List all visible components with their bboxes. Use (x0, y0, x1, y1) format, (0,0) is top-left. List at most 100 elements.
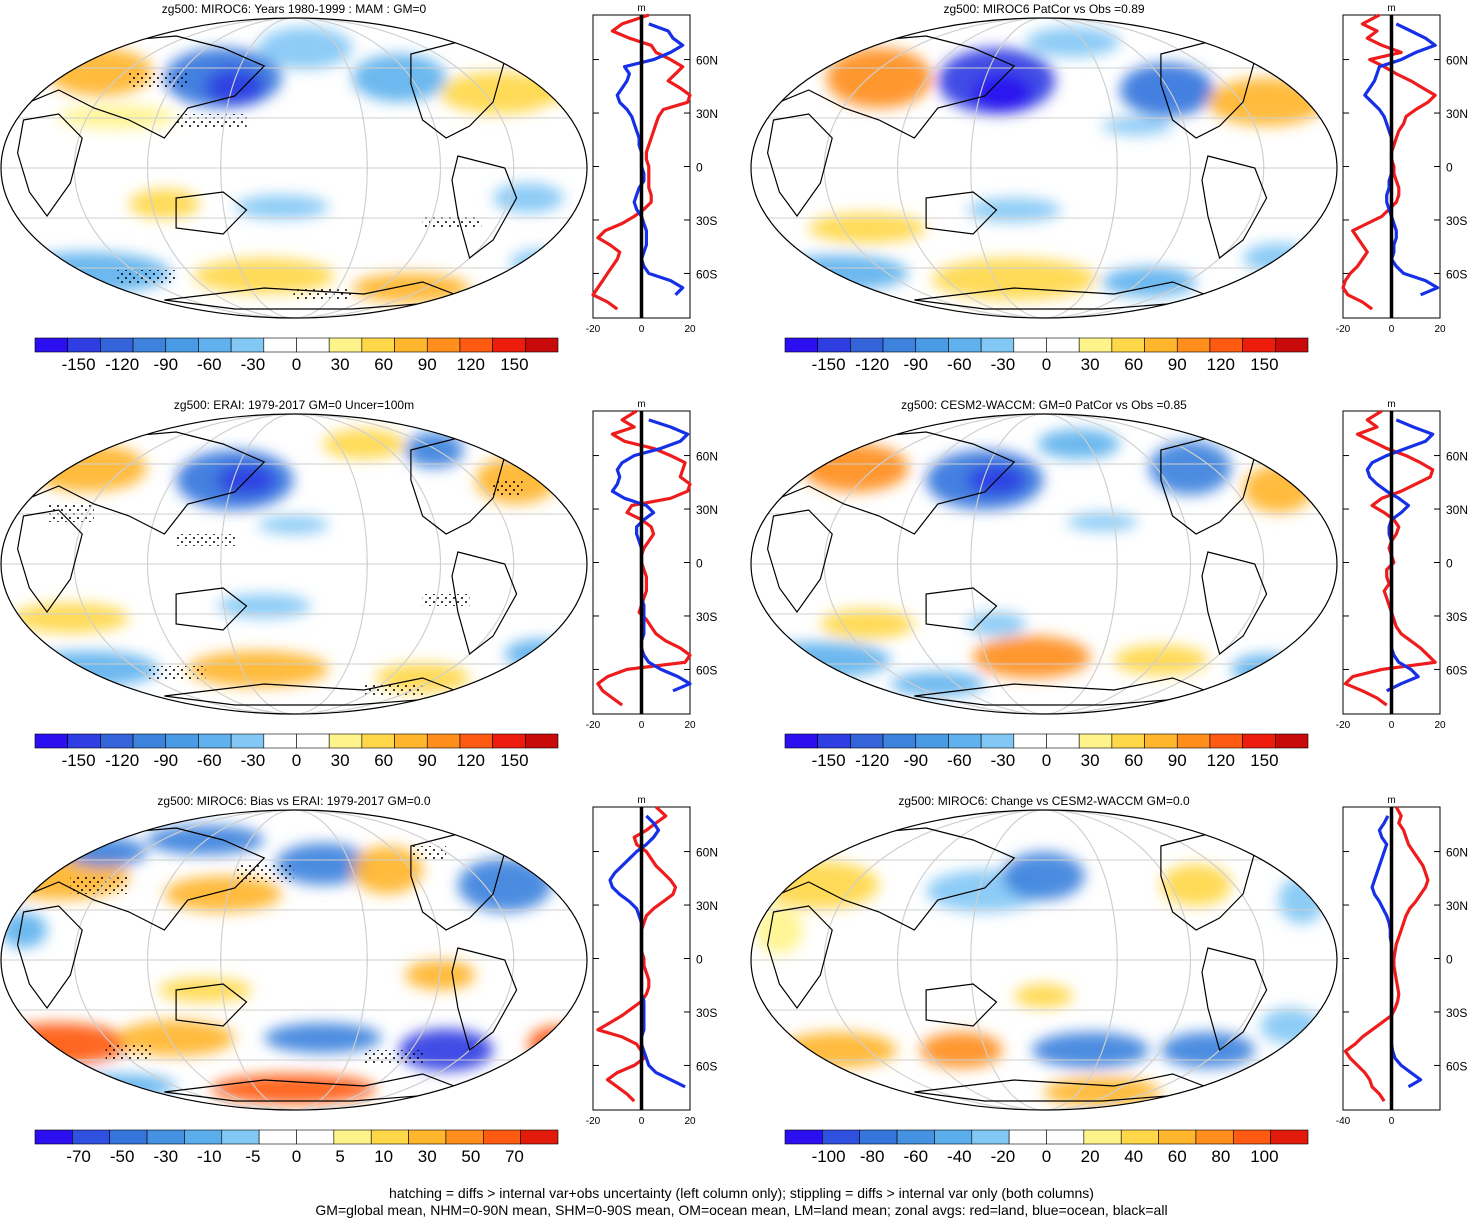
colorbar-swatch (1144, 337, 1178, 353)
colorbar-label: 30 (418, 1147, 437, 1166)
anomaly-blob (440, 72, 558, 114)
profile-lat-label: 0 (696, 557, 703, 571)
colorbar-label: 120 (457, 355, 485, 374)
colorbar-swatch (408, 1129, 447, 1145)
colorbar: -70 -50 -30 -10 -5 0 5 10 30 50 70 (34, 1129, 559, 1166)
anomaly-blob (1002, 852, 1085, 900)
map-border (0, 413, 588, 715)
ocean-mean-line (615, 22, 685, 296)
colorbar-label: -30 (991, 751, 1016, 770)
colorbar-label: -90 (903, 751, 928, 770)
colorbar-swatch (394, 337, 428, 353)
zonal-profile: m 60N 30N 0 30S 60S -20 0 20 (586, 399, 718, 731)
colorbar-swatch (915, 337, 949, 353)
profile-lat-label: 60S (696, 663, 717, 677)
colorbar-label: -150 (812, 355, 846, 374)
colorbar-label: -120 (855, 751, 889, 770)
colorbar-swatch (198, 733, 232, 749)
anomaly-blob (129, 189, 200, 219)
coastline (175, 587, 248, 631)
colorbar-label: -20 (991, 1147, 1016, 1166)
colorbar-swatch (100, 337, 134, 353)
stippling-region (70, 876, 130, 894)
anomaly-blob (187, 651, 329, 687)
colorbar-swatch (230, 733, 265, 749)
colorbar-swatch (784, 733, 818, 749)
anomaly-blob (11, 603, 130, 633)
zonal-profile: m 60N 30N 0 30S 60S -20 0 20 (1336, 399, 1468, 731)
profile-x-label: 0 (1389, 324, 1395, 335)
colorbar-label: -60 (197, 355, 222, 374)
profile-x-label: 20 (684, 720, 696, 731)
footer-hatching-note: hatching = diffs > internal var+obs unce… (389, 1185, 1094, 1201)
colorbar-label: -30 (991, 355, 1016, 374)
stippling-region (528, 1050, 558, 1065)
profile-x-label: -40 (1336, 1116, 1351, 1127)
zonal-profile: m 60N 30N 0 30S 60S -20 0 20 (1336, 3, 1468, 335)
colorbar-label: -120 (105, 751, 139, 770)
colorbar-label: 60 (374, 355, 393, 374)
colorbar-swatch (109, 1129, 148, 1145)
colorbar-label: -50 (110, 1147, 135, 1166)
profile-x-label: 20 (1434, 324, 1446, 335)
colorbar-label: -5 (245, 1147, 260, 1166)
colorbar-swatch (1083, 1129, 1122, 1145)
anomaly-blob (751, 432, 803, 468)
colorbar-label: 60 (1168, 1147, 1187, 1166)
profile-lat-label: 60N (1446, 846, 1468, 860)
coastline (1201, 947, 1268, 1052)
colorbar-label: 0 (292, 751, 301, 770)
anomaly-blob (258, 27, 353, 69)
colorbar-swatch (1111, 733, 1145, 749)
coastline (175, 191, 248, 235)
profile-lat-label: 30N (696, 899, 718, 913)
coastline (22, 431, 266, 535)
stippling-region (146, 666, 206, 681)
colorbar-swatch (1242, 733, 1276, 749)
profile-units: m (637, 399, 645, 410)
colorbar-label: -60 (197, 751, 222, 770)
profile-lat-label: 60S (696, 1059, 717, 1073)
colorbar-swatch (525, 337, 559, 353)
coastline (772, 827, 1016, 931)
colorbar-swatch (1008, 1129, 1047, 1145)
colorbar-label: 150 (500, 751, 528, 770)
anomaly-blob (1160, 864, 1232, 906)
colorbar-label: 10 (374, 1147, 393, 1166)
panel-title: zg500: MIROC6 PatCor vs Obs =0.89 (943, 2, 1144, 16)
stippling-region (176, 534, 235, 546)
colorbar-swatch (1242, 337, 1276, 353)
colorbar-swatch (459, 733, 493, 749)
colorbar-swatch (882, 733, 917, 749)
coastline (22, 35, 266, 139)
map-contents (751, 810, 1337, 1110)
colorbar-swatch (817, 337, 851, 353)
colorbar-label: -120 (105, 355, 139, 374)
coastline (451, 947, 518, 1052)
anomaly-blob (352, 54, 447, 102)
ocean-mean-line (1363, 22, 1440, 297)
colorbar-swatch (850, 337, 884, 353)
profile-lat-label: 30S (696, 1006, 717, 1020)
coastline (1201, 551, 1268, 656)
anomaly-blob (1, 432, 59, 468)
anomaly-blob (779, 1032, 897, 1068)
anomaly-blob (1243, 465, 1314, 513)
colorbar-swatch (132, 733, 167, 749)
colorbar-swatch (1275, 337, 1309, 353)
profile-x-label: -20 (1336, 324, 1351, 335)
anomaly-blob (405, 432, 464, 468)
colorbar-swatch (333, 1129, 372, 1145)
colorbar-swatch (915, 733, 949, 749)
colorbar-swatch (1209, 337, 1243, 353)
anomaly-field (755, 852, 1326, 1107)
profile-lat-label: 30S (1446, 1006, 1467, 1020)
coastline (914, 281, 1220, 310)
colorbar-label: 100 (1250, 1147, 1278, 1166)
profile-lat-label: 60N (696, 450, 718, 464)
colorbar-label: 60 (374, 751, 393, 770)
colorbar-label: -60 (947, 751, 972, 770)
colorbar-swatch (72, 1129, 111, 1145)
longitude-gridline (147, 414, 441, 714)
colorbar-swatch (263, 337, 297, 353)
